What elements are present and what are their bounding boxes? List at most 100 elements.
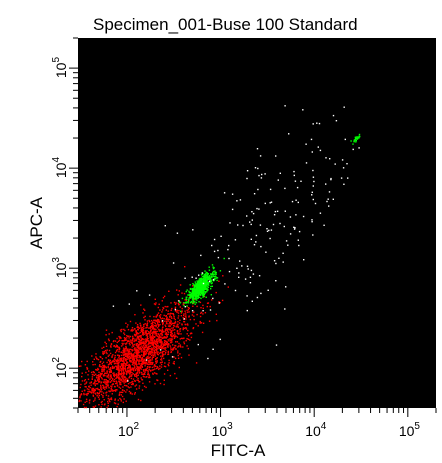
- data-point: [102, 374, 105, 376]
- data-point: [111, 361, 114, 363]
- data-point: [116, 377, 118, 379]
- data-point: [154, 345, 156, 348]
- data-point: [159, 334, 161, 337]
- data-point: [121, 380, 123, 382]
- data-point: [161, 337, 163, 340]
- data-point: [302, 109, 304, 111]
- data-point: [109, 369, 111, 371]
- data-point: [135, 360, 137, 362]
- data-point: [249, 276, 252, 278]
- data-point: [103, 364, 105, 367]
- data-point: [116, 384, 119, 386]
- data-point: [192, 327, 194, 330]
- data-point: [122, 344, 124, 346]
- data-point: [156, 348, 158, 350]
- data-point: [231, 208, 234, 211]
- data-point: [193, 315, 195, 317]
- data-point: [144, 368, 146, 371]
- data-point: [164, 343, 167, 345]
- data-point: [117, 377, 120, 380]
- data-point: [94, 397, 96, 399]
- data-point: [193, 318, 195, 321]
- data-point: [137, 366, 139, 368]
- data-point: [300, 180, 302, 182]
- data-point: [204, 288, 207, 290]
- data-point: [91, 376, 94, 378]
- data-point: [110, 345, 112, 347]
- data-point: [134, 375, 136, 377]
- data-point: [136, 333, 139, 335]
- data-point: [100, 382, 102, 384]
- data-point: [204, 292, 207, 294]
- data-point: [174, 306, 177, 308]
- data-point: [168, 359, 170, 362]
- data-point: [149, 342, 152, 344]
- data-point: [146, 322, 149, 324]
- data-point: [150, 354, 153, 356]
- data-point: [203, 280, 205, 283]
- data-point: [159, 336, 161, 339]
- data-point: [118, 376, 120, 378]
- data-point: [159, 367, 161, 370]
- data-point: [142, 361, 144, 364]
- data-point: [177, 332, 179, 335]
- data-point: [96, 392, 98, 394]
- data-point: [150, 339, 152, 341]
- data-point: [305, 143, 307, 145]
- data-point: [116, 382, 118, 385]
- data-point: [155, 367, 158, 370]
- data-point: [140, 347, 142, 350]
- data-point: [199, 286, 202, 288]
- data-point: [107, 364, 110, 366]
- data-point: [123, 377, 126, 379]
- data-point: [133, 369, 135, 372]
- data-point: [144, 369, 147, 372]
- data-point: [106, 382, 108, 384]
- data-point: [144, 342, 146, 345]
- data-point: [328, 191, 331, 193]
- data-point: [139, 324, 142, 327]
- data-point: [206, 275, 209, 277]
- data-point: [202, 291, 205, 293]
- data-point: [168, 343, 170, 345]
- data-point: [181, 311, 183, 313]
- data-point: [106, 361, 108, 364]
- data-point: [355, 141, 357, 143]
- data-point: [234, 289, 237, 292]
- data-point: [120, 400, 122, 402]
- data-point: [213, 238, 216, 241]
- data-point: [148, 361, 150, 363]
- data-point: [167, 345, 169, 347]
- data-point: [181, 337, 183, 340]
- data-point: [171, 327, 173, 329]
- data-point: [172, 325, 175, 327]
- data-point: [100, 381, 103, 383]
- data-point: [78, 365, 81, 367]
- data-point: [319, 212, 322, 214]
- data-point: [134, 328, 136, 330]
- data-point: [131, 364, 134, 366]
- data-point: [158, 330, 160, 332]
- data-point: [126, 337, 128, 339]
- data-point: [168, 338, 171, 340]
- data-point: [140, 337, 142, 339]
- data-point: [101, 358, 104, 360]
- data-point: [192, 288, 195, 290]
- data-point: [94, 380, 96, 382]
- data-point: [201, 273, 204, 275]
- data-point: [215, 273, 217, 275]
- data-point: [199, 292, 201, 294]
- data-point: [113, 389, 115, 392]
- data-point: [179, 284, 182, 286]
- data-point: [118, 381, 121, 383]
- data-point: [151, 348, 154, 350]
- data-point: [91, 378, 93, 380]
- data-point: [92, 364, 94, 366]
- data-point: [129, 382, 131, 384]
- data-point: [123, 390, 125, 392]
- data-point: [137, 325, 139, 328]
- data-point: [358, 133, 361, 136]
- data-point: [131, 393, 133, 395]
- data-point: [205, 275, 207, 277]
- data-point: [128, 358, 131, 360]
